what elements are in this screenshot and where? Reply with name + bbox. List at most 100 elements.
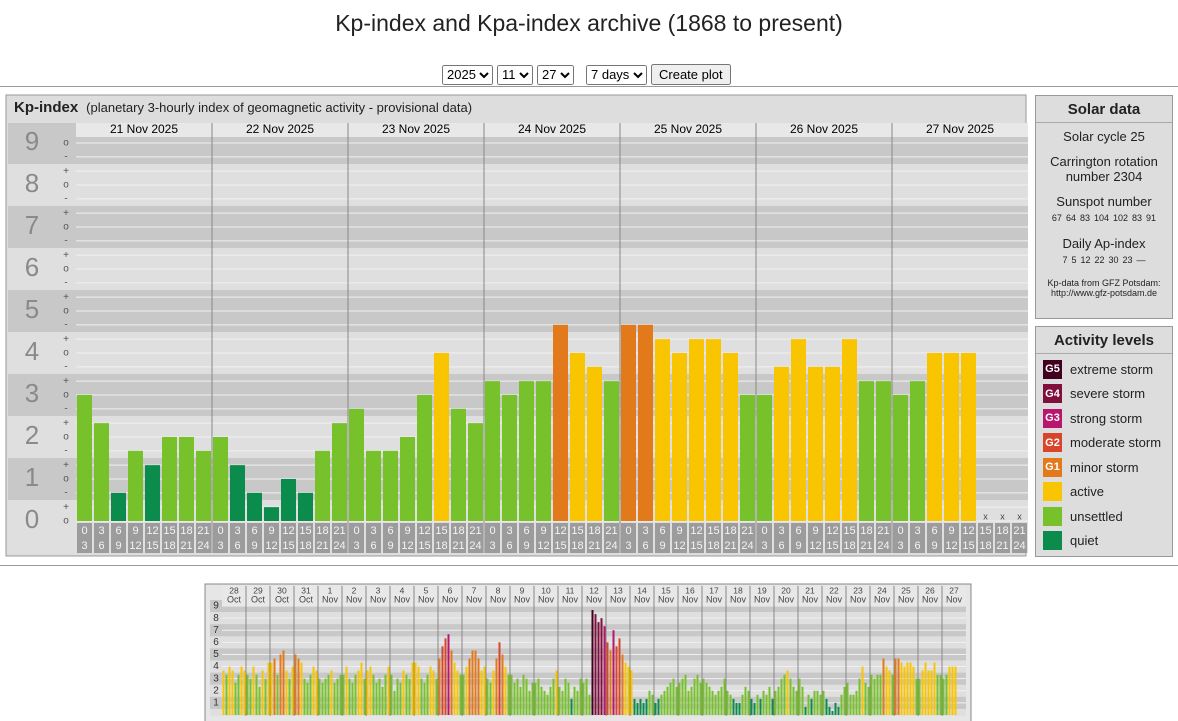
level-name: minor storm — [1070, 459, 1139, 475]
y-tick-label: 5 — [213, 649, 219, 660]
bar — [942, 678, 945, 715]
hour-label: 18 — [724, 525, 736, 537]
bar — [609, 650, 612, 715]
sunspot-title: Sunspot number — [1056, 194, 1152, 209]
bar — [504, 666, 507, 715]
hour-label: 9 — [659, 540, 665, 552]
day-label: 31 — [301, 585, 311, 595]
month-label: Nov — [562, 594, 579, 604]
y-minor-tick-label: o — [63, 222, 69, 233]
day-select[interactable]: 27 — [537, 64, 574, 85]
bar — [918, 678, 921, 715]
hour-label: 24 — [197, 540, 209, 552]
hour-cell — [978, 523, 993, 553]
bar — [531, 682, 534, 715]
bar — [819, 694, 822, 715]
bar — [354, 674, 357, 715]
hour-label: 18 — [979, 540, 991, 552]
bar — [717, 690, 720, 715]
bar — [735, 702, 738, 715]
month-label: Nov — [322, 594, 339, 604]
y-minor-tick-label: - — [64, 194, 67, 205]
bar — [438, 658, 441, 715]
bar — [777, 686, 780, 715]
bar — [516, 678, 519, 715]
bar — [945, 674, 948, 715]
hour-label: 18 — [996, 525, 1008, 537]
missing-marker: x — [1017, 511, 1022, 521]
bar — [94, 423, 109, 521]
y-minor-tick-label: + — [63, 418, 69, 429]
bar — [342, 674, 345, 715]
bar — [498, 642, 501, 715]
hour-label: 9 — [404, 525, 410, 537]
hour-label: 12 — [690, 525, 702, 537]
month-label: Nov — [610, 594, 627, 604]
bar — [444, 638, 447, 715]
panel-title: Solar data — [1036, 96, 1172, 123]
separator — [0, 565, 1178, 566]
day-label: 24 — [877, 585, 887, 595]
month-label: Nov — [682, 594, 699, 604]
hour-label: 0 — [489, 525, 495, 537]
span-select[interactable]: 7 days — [586, 64, 647, 85]
bar — [423, 682, 426, 715]
hour-label: 6 — [251, 525, 257, 537]
hour-label: 21 — [197, 525, 209, 537]
bar — [939, 674, 942, 715]
day-label: 1 — [328, 585, 333, 595]
hour-label: 21 — [996, 540, 1008, 552]
bar — [348, 678, 351, 715]
hour-cell — [162, 523, 177, 553]
y-tick-label: 9 — [213, 601, 219, 612]
hour-label: 12 — [554, 525, 566, 537]
hour-cell — [621, 523, 636, 553]
level-item: unsettled — [1036, 504, 1172, 529]
bar — [723, 353, 738, 521]
bar — [603, 626, 606, 715]
level-name: quiet — [1070, 533, 1099, 549]
hour-label: 21 — [588, 540, 600, 552]
bar — [145, 465, 160, 521]
hour-label: 21 — [452, 540, 464, 552]
day-label: 13 — [613, 585, 623, 595]
hour-label: 9 — [132, 525, 138, 537]
bar — [828, 706, 831, 715]
level-item: G3 strong storm — [1036, 406, 1172, 431]
hour-label: 3 — [761, 540, 767, 552]
hour-cell — [298, 523, 313, 553]
bar — [873, 678, 876, 715]
month-label: Oct — [299, 594, 314, 604]
bar — [804, 706, 807, 715]
bar — [294, 654, 297, 715]
hour-label: 15 — [435, 525, 447, 537]
bar — [381, 686, 384, 715]
y-tick-label: 9 — [25, 126, 39, 156]
hour-label: 21 — [741, 525, 753, 537]
hour-label: 6 — [370, 540, 376, 552]
bar — [621, 654, 624, 715]
day-label: 8 — [496, 585, 501, 595]
day-label: 7 — [472, 585, 477, 595]
month-select[interactable]: 11 — [497, 64, 533, 85]
year-select[interactable]: 2025 — [442, 64, 493, 85]
hour-label: 21 — [605, 525, 617, 537]
level-badge: G2 — [1043, 433, 1062, 453]
y-minor-tick-label: + — [63, 166, 69, 177]
hour-cell — [927, 523, 942, 553]
hour-label: 18 — [180, 525, 192, 537]
hour-cell — [536, 523, 551, 553]
bar — [279, 654, 282, 715]
bar — [825, 698, 828, 715]
bar — [384, 674, 387, 715]
bar — [588, 694, 591, 715]
hour-label: 6 — [642, 540, 648, 552]
hour-cell — [876, 523, 891, 553]
bar — [843, 686, 846, 715]
day-label: 19 — [757, 585, 767, 595]
panel-title: Activity levels — [1036, 327, 1172, 354]
bar — [267, 662, 270, 715]
bar — [285, 670, 288, 715]
create-plot-button[interactable]: Create plot — [651, 64, 731, 85]
y-minor-tick-label: + — [63, 208, 69, 219]
